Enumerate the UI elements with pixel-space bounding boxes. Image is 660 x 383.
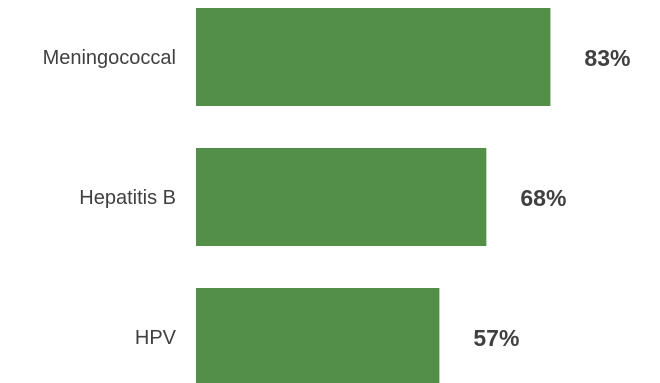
category-label-meningococcal: Meningococcal bbox=[43, 47, 176, 69]
value-label-meningococcal: 83% bbox=[584, 45, 630, 71]
category-label-hepatitis-b: Hepatitis B bbox=[79, 187, 176, 209]
category-label-hpv: HPV bbox=[135, 327, 177, 349]
bar-meningococcal bbox=[196, 8, 551, 106]
bars-group bbox=[196, 8, 551, 383]
value-label-hpv: 57% bbox=[473, 325, 519, 351]
value-label-hepatitis-b: 68% bbox=[520, 185, 566, 211]
category-labels-group: Meningococcal Hepatitis B HPV bbox=[43, 47, 177, 349]
bar-hepatitis-b bbox=[196, 148, 487, 246]
bar-hpv bbox=[196, 288, 440, 383]
value-labels-group: 83% 68% 57% bbox=[473, 45, 630, 351]
